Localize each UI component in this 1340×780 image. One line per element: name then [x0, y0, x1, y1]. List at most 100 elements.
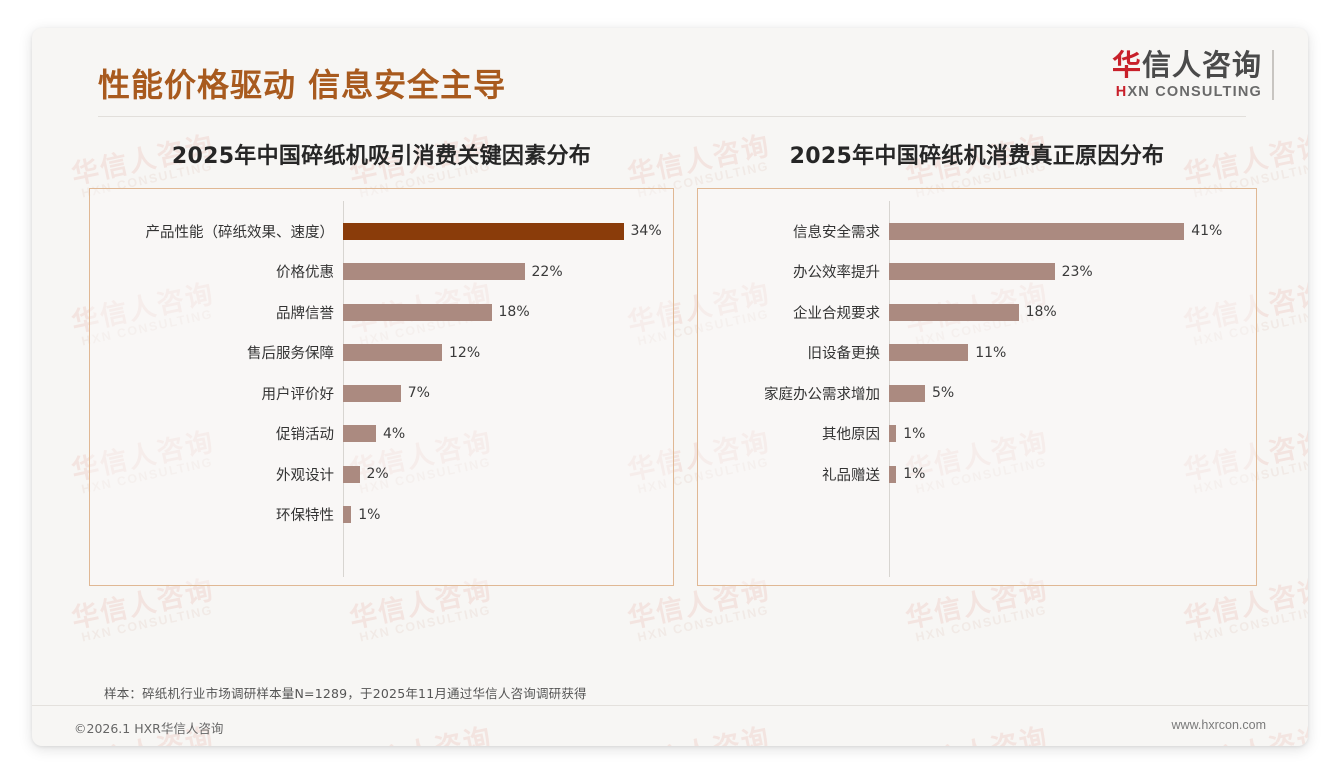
bar-category-label: 办公效率提升 — [793, 265, 880, 282]
bar-value-label: 5% — [932, 385, 955, 402]
bar-category-label: 信息安全需求 — [793, 224, 880, 241]
bar-row: 其他原因 1% — [698, 414, 1256, 455]
bar-row: 家庭办公需求增加 5% — [698, 373, 1256, 414]
bar-category-label: 价格优惠 — [276, 265, 334, 282]
logo-accent-char: 华 — [1111, 48, 1142, 82]
bar — [343, 425, 376, 443]
bar — [343, 344, 442, 362]
bar-track: 2% — [343, 454, 673, 495]
slide: 华信人咨询 HXN CONSULTING 华信人咨询 HXN CONSULTING 华信… — [32, 28, 1308, 746]
bar — [343, 384, 401, 402]
bar-category-label: 产品性能（碎纸效果、速度） — [145, 224, 335, 241]
bar-category-label: 品牌信誉 — [276, 305, 334, 322]
company-logo: 华信人咨询 HXN CONSULTING — [1111, 48, 1274, 100]
bar-chart-left: 产品性能（碎纸效果、速度） 34% 价格优惠 22% 品牌信誉 18% 售后服务保障 12% 用… — [90, 189, 673, 585]
chart-title-right: 2025年中国碎纸机消费真正原因分布 — [789, 144, 1165, 169]
bar-category-label: 促销活动 — [276, 427, 334, 444]
bar-value-label: 23% — [1061, 263, 1093, 280]
header-divider — [98, 116, 1246, 117]
bar-chart-right: 信息安全需求 41% 办公效率提升 23% 企业合规要求 18% 旧设备更换 11% 家庭办公需… — [698, 189, 1256, 585]
bar — [889, 425, 897, 443]
bar-value-label: 22% — [531, 263, 563, 280]
bar-value-label: 2% — [366, 466, 389, 483]
bar-value-label: 11% — [975, 344, 1007, 361]
bar-track: 23% — [889, 252, 1256, 293]
chart-block-left: 2025年中国碎纸机吸引消费关键因素分布 产品性能（碎纸效果、速度） 34% 价格优… — [89, 138, 674, 586]
bar-track: 1% — [889, 454, 1256, 495]
watermark-english: HXN CONSULTING — [358, 603, 493, 645]
bar — [343, 303, 492, 321]
bar-category-label: 用户评价好 — [261, 386, 335, 403]
bar-category-label: 环保特性 — [276, 508, 334, 525]
watermark-english: HXN CONSULTING — [80, 603, 215, 645]
bar-value-label: 4% — [383, 425, 406, 442]
logo-rest-chars: 信人咨询 — [1141, 48, 1262, 82]
bar-value-label: 1% — [903, 466, 926, 483]
bar-track: 12% — [343, 333, 673, 374]
bar-row: 促销活动 4% — [90, 414, 673, 455]
bar-value-label: 18% — [498, 304, 530, 321]
bar-category-label: 售后服务保障 — [247, 346, 334, 363]
bar-row: 旧设备更换 11% — [698, 333, 1256, 374]
bar-track: 18% — [889, 292, 1256, 333]
chart-title-left: 2025年中国碎纸机吸引消费关键因素分布 — [171, 144, 592, 169]
bar-row: 企业合规要求 18% — [698, 292, 1256, 333]
bar-row: 品牌信誉 18% — [90, 292, 673, 333]
slide-header: 性能价格驱动 信息安全主导 华信人咨询 HXN CONSULTING — [32, 28, 1308, 120]
bar-track: 4% — [343, 414, 673, 455]
bar-value-label: 1% — [358, 506, 381, 523]
bar-value-label: 34% — [630, 223, 662, 240]
bar-track: 34% — [343, 211, 673, 252]
logo-en-rest: XN CONSULTING — [1127, 83, 1262, 100]
bar-category-label: 家庭办公需求增加 — [764, 386, 880, 403]
bar-value-label: 18% — [1025, 304, 1057, 321]
bar — [889, 263, 1055, 281]
chart-block-right: 2025年中国碎纸机消费真正原因分布 信息安全需求 41% 办公效率提升 23% 企业合… — [697, 138, 1257, 586]
bar-track: 5% — [889, 373, 1256, 414]
bar — [889, 222, 1185, 240]
bar — [889, 303, 1019, 321]
bar-row: 价格优惠 22% — [90, 252, 673, 293]
bar-category-label: 礼品赠送 — [822, 467, 880, 484]
bar — [343, 222, 624, 240]
bar-track: 41% — [889, 211, 1256, 252]
bar-row: 外观设计 2% — [90, 454, 673, 495]
bar-row: 办公效率提升 23% — [698, 252, 1256, 293]
bar — [889, 384, 925, 402]
logo-english-text: HXN CONSULTING — [1112, 84, 1262, 100]
bar — [889, 344, 969, 362]
logo-chinese-text: 华信人咨询 — [1111, 48, 1262, 82]
bar-track: 1% — [343, 495, 673, 536]
watermark-english: HXN CONSULTING — [636, 603, 771, 645]
bar-row: 售后服务保障 12% — [90, 333, 673, 374]
bar-value-label: 41% — [1191, 223, 1223, 240]
bar-row: 信息安全需求 41% — [698, 211, 1256, 252]
bar-track: 1% — [889, 414, 1256, 455]
bar-value-label: 12% — [449, 344, 481, 361]
page-title: 性能价格驱动 信息安全主导 — [98, 66, 507, 104]
bar-row: 用户评价好 7% — [90, 373, 673, 414]
logo-en-accent: H — [1115, 83, 1128, 100]
bar-track: 18% — [343, 292, 673, 333]
bar-value-label: 1% — [903, 425, 926, 442]
bar-category-label: 旧设备更换 — [807, 346, 881, 363]
slide-footer: ©2026.1 HXR华信人咨询 www.hxrcon.com — [32, 705, 1308, 746]
bar-track: 7% — [343, 373, 673, 414]
footer-copyright: ©2026.1 HXR华信人咨询 — [74, 721, 224, 736]
chart-card-right: 信息安全需求 41% 办公效率提升 23% 企业合规要求 18% 旧设备更换 11% 家庭办公需… — [697, 188, 1257, 586]
bar — [889, 465, 897, 483]
watermark-english: HXN CONSULTING — [914, 603, 1049, 645]
bar-row: 产品性能（碎纸效果、速度） 34% — [90, 211, 673, 252]
bar-track: 11% — [889, 333, 1256, 374]
bar — [343, 263, 525, 281]
footer-website[interactable]: www.hxrcon.com — [1171, 718, 1266, 732]
watermark-english: HXN CONSULTING — [1192, 603, 1308, 645]
bar-track: 22% — [343, 252, 673, 293]
bar — [343, 465, 360, 483]
source-footnote: 样本：碎纸机行业市场调研样本量N=1289，于2025年11月通过华信人咨询调研… — [104, 686, 587, 701]
bar-value-label: 7% — [407, 385, 430, 402]
